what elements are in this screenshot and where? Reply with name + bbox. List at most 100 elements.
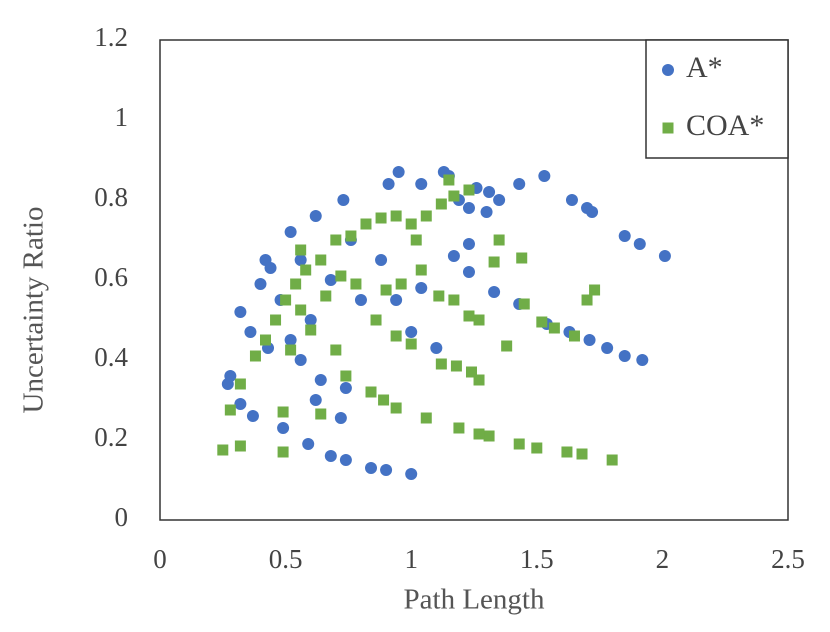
point [463,184,475,196]
point [260,334,272,346]
point [513,178,526,190]
point [365,386,377,398]
point [224,404,236,416]
point [581,294,593,306]
point [565,194,578,206]
point [259,254,272,266]
point [221,378,234,390]
point [305,324,317,336]
point [589,284,601,296]
point [277,422,290,434]
point [300,264,312,276]
point [380,464,393,476]
point [493,234,505,246]
point [488,286,501,298]
point [390,210,402,222]
point [340,370,352,382]
point [334,412,347,424]
x-tick-label: 1.5 [520,544,554,574]
point [405,468,418,480]
y-tick-label: 0.2 [94,422,128,452]
point [450,360,462,372]
point [483,186,496,198]
point [284,226,297,238]
point [390,294,403,306]
point [360,218,372,230]
point [636,354,649,366]
y-tick-label: 0.8 [94,182,128,212]
point [576,448,588,460]
point [518,298,530,310]
y-axis-title: Uncertainty Ratio [18,207,50,414]
point [277,406,289,418]
point [606,454,618,466]
point [309,394,322,406]
point [462,266,475,278]
point [443,174,455,186]
point [284,334,297,346]
point [435,358,447,370]
point [420,412,432,424]
point [234,306,247,318]
point [420,210,432,222]
y-tick-label: 1 [115,102,129,132]
point [370,314,382,326]
point [415,264,427,276]
point [658,250,671,262]
point [583,334,596,346]
point [405,338,417,350]
legend-label: COA* [686,109,764,142]
point [601,342,614,354]
point [447,250,460,262]
point [465,366,477,378]
point [618,230,631,242]
point [354,294,367,306]
point [405,326,418,338]
point [246,410,259,422]
point [345,230,357,242]
point [304,314,317,326]
point [415,178,428,190]
point [392,166,405,178]
point [315,254,327,266]
x-tick-label: 1 [404,544,418,574]
point [568,330,580,342]
plot-area [159,39,789,521]
point [633,238,646,250]
point [480,206,493,218]
point [463,310,475,322]
x-tick-label: 2.5 [771,544,805,574]
point [285,344,297,356]
point [395,278,407,290]
point [234,398,247,410]
point [380,284,392,296]
point [294,254,307,266]
point [270,314,282,326]
point [473,428,485,440]
point [433,290,445,302]
point [350,278,362,290]
point [324,450,337,462]
point [390,402,402,414]
point [581,202,594,214]
point [453,422,465,434]
point [330,234,342,246]
point [375,254,388,266]
point [405,218,417,230]
point [488,256,500,268]
x-axis-title: Path Length [404,584,545,616]
point [382,178,395,190]
y-tick-label: 0.4 [94,342,128,372]
y-tick-label: 0 [115,502,129,532]
point [390,330,402,342]
point [430,342,443,354]
point [513,438,525,450]
point [339,382,352,394]
x-tick-label: 2 [656,544,670,574]
x-tick-label: 0.5 [269,544,303,574]
legend-box [645,39,789,159]
point [378,394,390,406]
point [448,294,460,306]
point [435,198,447,210]
